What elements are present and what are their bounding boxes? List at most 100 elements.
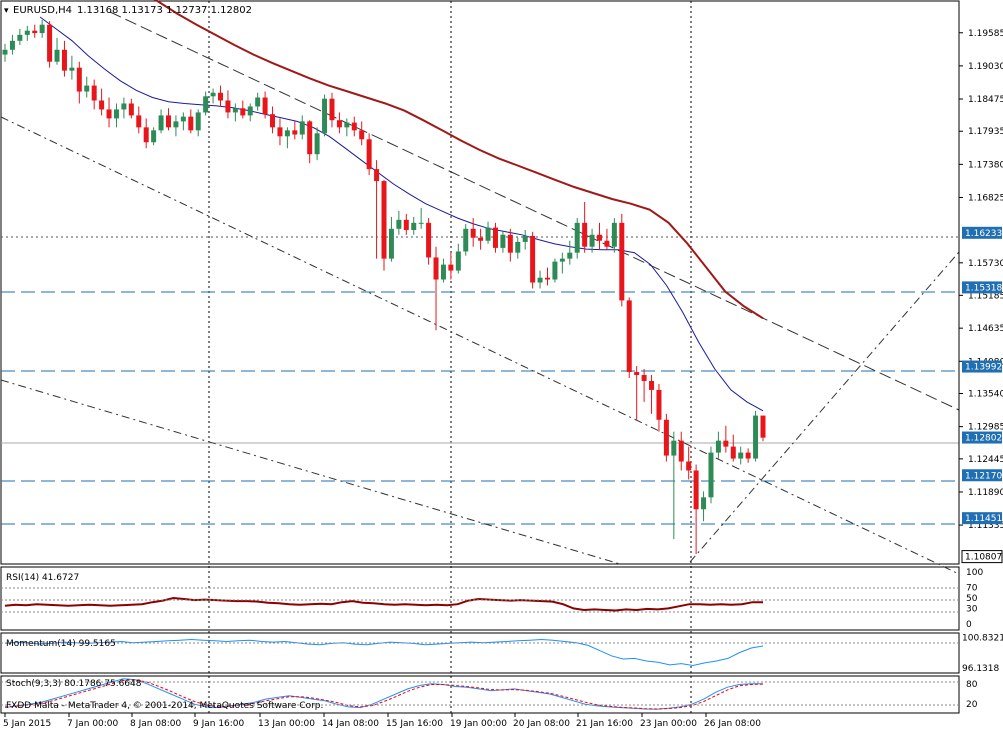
- indicator-labels: RSI(14) 41.6727 Momentum(14) 99.5165 Sto…: [6, 573, 323, 711]
- candle: [663, 413, 669, 462]
- momentum-pane[interactable]: [0, 632, 960, 674]
- stoch-axis-label: 80: [966, 680, 978, 690]
- candle: [597, 222, 603, 250]
- candle: [701, 491, 707, 522]
- candle: [17, 28, 23, 45]
- stoch-axis-label: 20: [966, 700, 978, 710]
- candle: [537, 270, 543, 289]
- candle: [582, 201, 588, 253]
- candle: [255, 92, 261, 111]
- candle: [753, 410, 759, 462]
- price-level-text: 1.11451: [965, 514, 1002, 524]
- stoch-signal-line: [4, 679, 764, 710]
- price-level-label: 1.12802: [962, 431, 1002, 444]
- candle: [426, 218, 432, 265]
- candle: [455, 243, 461, 274]
- price-level-label: 1.12170: [962, 469, 1002, 482]
- candle: [307, 120, 313, 164]
- candle: [195, 109, 201, 137]
- candle: [715, 431, 721, 459]
- candle: [292, 121, 298, 140]
- price-tick-label: 1.11335: [968, 521, 1003, 531]
- rsi-axis-label: 30: [966, 604, 978, 614]
- candle: [218, 85, 224, 107]
- price-level-text: 1.12802: [965, 434, 1002, 444]
- candle: [314, 127, 320, 161]
- candle: [136, 106, 142, 134]
- candlesticks: [2, 19, 766, 555]
- main-pane[interactable]: [0, 0, 960, 565]
- candle: [188, 109, 194, 134]
- horizontal-levels: [1, 236, 959, 525]
- candle: [351, 116, 357, 137]
- candle: [2, 43, 8, 62]
- candle: [277, 118, 283, 146]
- time-axis: 5 Jan 2015 7 Jan 00:00 8 Jan 08:00 9 Jan 16…: [3, 713, 761, 729]
- price-tick-label: 1.15730: [968, 259, 1003, 269]
- trend-lines: [0, 11, 960, 575]
- candle: [678, 431, 684, 471]
- candle: [433, 246, 439, 331]
- candle: [158, 109, 164, 134]
- price-level-label: 1.15318: [962, 281, 1002, 294]
- time-label: 19 Jan 00:00: [450, 719, 507, 729]
- price-tick-label: 1.18475: [968, 95, 1003, 105]
- price-level-text: 1.10807: [965, 553, 1002, 563]
- candle: [515, 237, 521, 259]
- momentum-line: [4, 638, 764, 667]
- candle: [247, 103, 253, 122]
- candle: [180, 112, 186, 131]
- candle: [128, 98, 134, 119]
- candle: [113, 103, 119, 128]
- candle: [611, 218, 617, 253]
- price-level-text: 1.12170: [965, 471, 1002, 481]
- candle: [418, 207, 424, 229]
- trendline-support: [689, 251, 960, 563]
- candle: [39, 19, 45, 38]
- candle: [641, 369, 647, 402]
- candle: [359, 121, 365, 146]
- rsi-axis-label: 70: [966, 584, 978, 594]
- time-label: 8 Jan 08:00: [130, 719, 182, 729]
- ma-slow-line: [153, 0, 764, 320]
- price-tick-label: 1.12985: [968, 423, 1003, 433]
- momentum-axis-label: 100.8321: [962, 633, 1003, 643]
- candle: [329, 92, 335, 128]
- ohlc-values: 1.13168 1.13173 1.12737 1.12802: [77, 5, 252, 16]
- candle: [388, 216, 394, 262]
- candle: [604, 228, 610, 250]
- candle: [485, 221, 491, 244]
- candle: [463, 224, 469, 256]
- price-axis: 1.19585 1.19030 1.18475 1.17935 1.17380 1.168…: [958, 1, 1003, 564]
- candle: [121, 97, 127, 119]
- candle: [173, 115, 179, 137]
- time-label: 5 Jan 2015: [3, 719, 51, 729]
- price-level-label: 1.16233: [962, 226, 1002, 239]
- candle: [656, 383, 662, 432]
- stoch-pane[interactable]: [0, 675, 960, 714]
- candle: [686, 446, 692, 480]
- rsi-line: [4, 596, 763, 612]
- candle: [589, 228, 595, 253]
- candle: [626, 297, 632, 378]
- candle: [440, 258, 446, 283]
- candle: [492, 222, 498, 253]
- candle: [745, 448, 751, 463]
- candle: [470, 218, 476, 247]
- rsi-axis-label: 50: [966, 594, 978, 604]
- candle: [165, 108, 171, 131]
- candle: [396, 210, 402, 235]
- rsi-axis-label: 0: [966, 620, 972, 630]
- candle: [99, 88, 105, 116]
- symbol-title: EURUSD,H4: [13, 5, 72, 16]
- candle: [522, 229, 528, 250]
- candle: [203, 91, 209, 116]
- candle: [61, 40, 67, 77]
- stoch-indicator: [4, 678, 764, 710]
- candle: [478, 228, 484, 250]
- time-label: 21 Jan 16:00: [576, 719, 633, 729]
- candle: [507, 228, 513, 262]
- price-tick-label: 1.15185: [968, 291, 1003, 301]
